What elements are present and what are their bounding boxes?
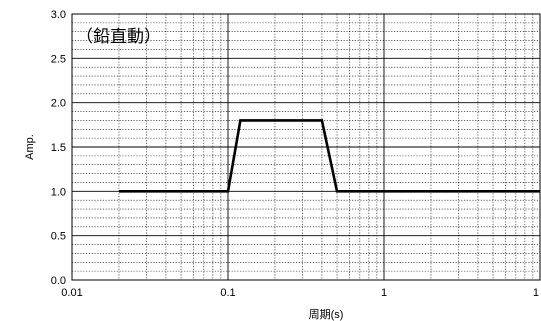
chart-annotation: （鉛直動） (76, 27, 161, 47)
plot-frame (71, 13, 541, 281)
major-grid (72, 14, 540, 280)
x-tick-label: 0.01 (61, 287, 82, 299)
x-tick-labels: 0.01 0.1 1 1 (61, 287, 539, 299)
y-tick-label: 1.5 (51, 142, 66, 154)
y-tick-label: 0.0 (51, 275, 66, 287)
y-tick-labels: 0.0 0.5 1.0 1.5 2.0 2.5 3.0 (51, 9, 66, 287)
y-tick-label: 2.5 (51, 53, 66, 65)
y-axis-label: Amp. (24, 134, 36, 160)
series-layer (119, 119, 540, 193)
y-tick-label: 3.0 (51, 9, 66, 21)
y-tick-label: 1.0 (51, 186, 66, 198)
series-line-1 (119, 119, 540, 193)
y-tick-label: 2.0 (51, 98, 66, 110)
x-tick-label: 0.1 (220, 287, 235, 299)
x-tick-label: 1 (533, 287, 539, 299)
x-tick-label: 1 (381, 287, 387, 299)
y-tick-label: 0.5 (51, 231, 66, 243)
x-axis-label: 周期(s) (309, 308, 344, 321)
